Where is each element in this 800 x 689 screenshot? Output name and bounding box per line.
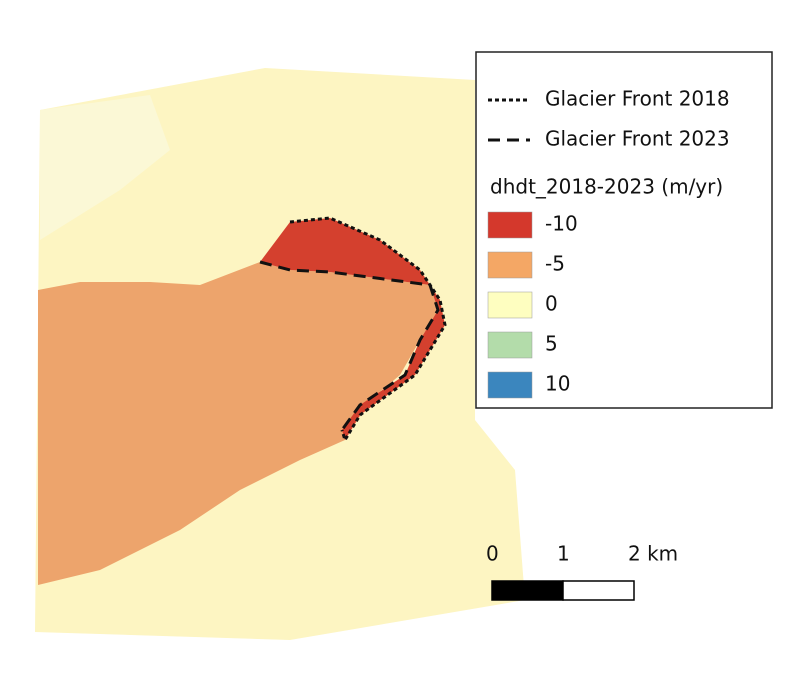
legend-label: -5 — [545, 252, 565, 276]
legend-label: Glacier Front 2018 — [545, 87, 730, 111]
legend-swatch — [487, 211, 533, 239]
legend-label: 5 — [545, 332, 558, 356]
scale-label: 0 — [486, 542, 499, 566]
legend-swatch — [487, 291, 533, 319]
legend-label: 10 — [545, 372, 570, 396]
legend: Glacier Front 2018 Glacier Front 2023 -10 -… — [487, 87, 730, 399]
legend-swatch — [487, 371, 533, 399]
front-2018 — [289, 216, 447, 444]
front-2023 — [259, 260, 440, 431]
retreat-zone — [260, 218, 445, 440]
scale-segment — [491, 580, 564, 601]
legend-label: -10 — [545, 212, 578, 236]
scale-label: 1 — [557, 542, 570, 566]
scale-label: 2 km — [628, 542, 678, 566]
legend-swatch — [487, 251, 533, 279]
scale-bar: 0 1 2 km — [486, 542, 678, 601]
legend-label: 0 — [545, 292, 558, 316]
scale-segment — [562, 580, 635, 601]
land-edge — [40, 95, 170, 240]
glacier-tongue — [38, 262, 438, 585]
legend-title: dhdt_2018-2023 (m/yr) — [490, 175, 723, 199]
legend-swatch — [487, 331, 533, 359]
legend-label: Glacier Front 2023 — [545, 127, 730, 151]
